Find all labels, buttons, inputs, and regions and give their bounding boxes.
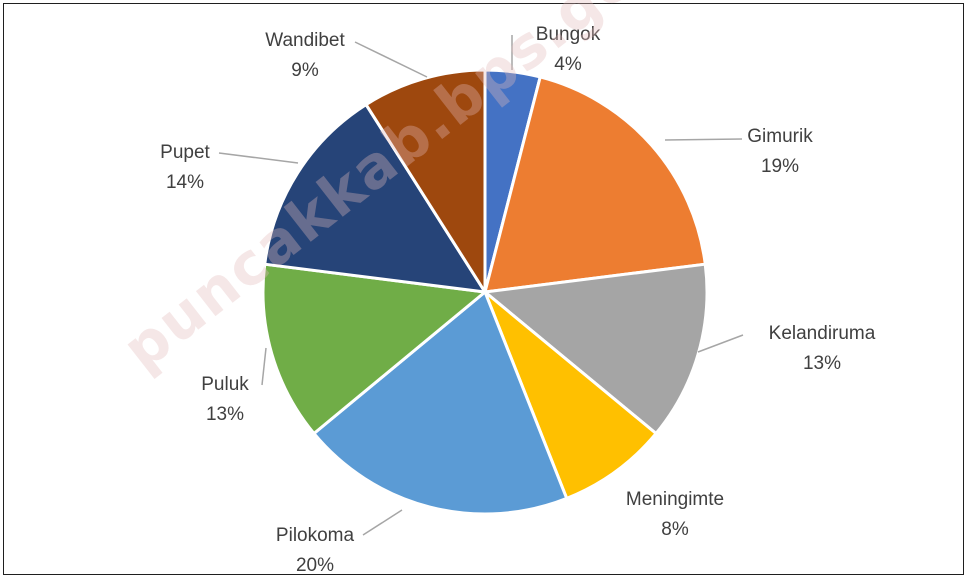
leader-line-kelandiruma [697,334,744,353]
slice-value-bungok: 4% [554,54,582,75]
leader-line-gimurik [664,138,743,141]
pie-slice-pupet [263,103,487,294]
pie-slice-pilokoma [312,290,569,516]
slice-value-meningimte: 8% [661,519,689,540]
slice-label-wandibet: Wandibet [265,30,345,51]
pie-slice-wandibet [364,68,487,294]
pie-slice-puluk [261,262,487,436]
slice-value-kelandiruma: 13% [803,353,841,374]
slice-label-gimurik: Gimurik [747,126,813,147]
slice-value-pupet: 14% [166,172,204,193]
slice-value-gimurik: 19% [761,156,799,177]
slice-value-puluk: 13% [206,404,244,425]
leader-line-puluk [261,347,267,386]
slice-label-meningimte: Meningimte [626,489,724,510]
slice-label-bungok: Bungok [536,24,601,45]
slice-label-pilokoma: Pilokoma [276,525,355,546]
slice-label-puluk: Puluk [201,374,249,395]
pie-slice-meningimte [483,290,658,500]
leader-line-pilokoma [362,509,403,536]
slice-value-wandibet: 9% [291,60,319,81]
slice-label-pupet: Pupet [160,142,210,163]
leader-lines [218,35,744,536]
pie-slices [261,68,709,516]
slice-labels: Bungok 4% Gimurik 19% Kelandiruma 13% Meningim… [160,24,876,576]
leader-line-pupet [218,152,299,164]
pie-slice-gimurik [483,75,707,294]
slice-value-pilokoma: 20% [296,555,334,576]
pie-slice-kelandiruma [483,262,709,436]
leader-line-wandibet [354,41,428,78]
slice-label-kelandiruma: Kelandiruma [769,323,876,344]
